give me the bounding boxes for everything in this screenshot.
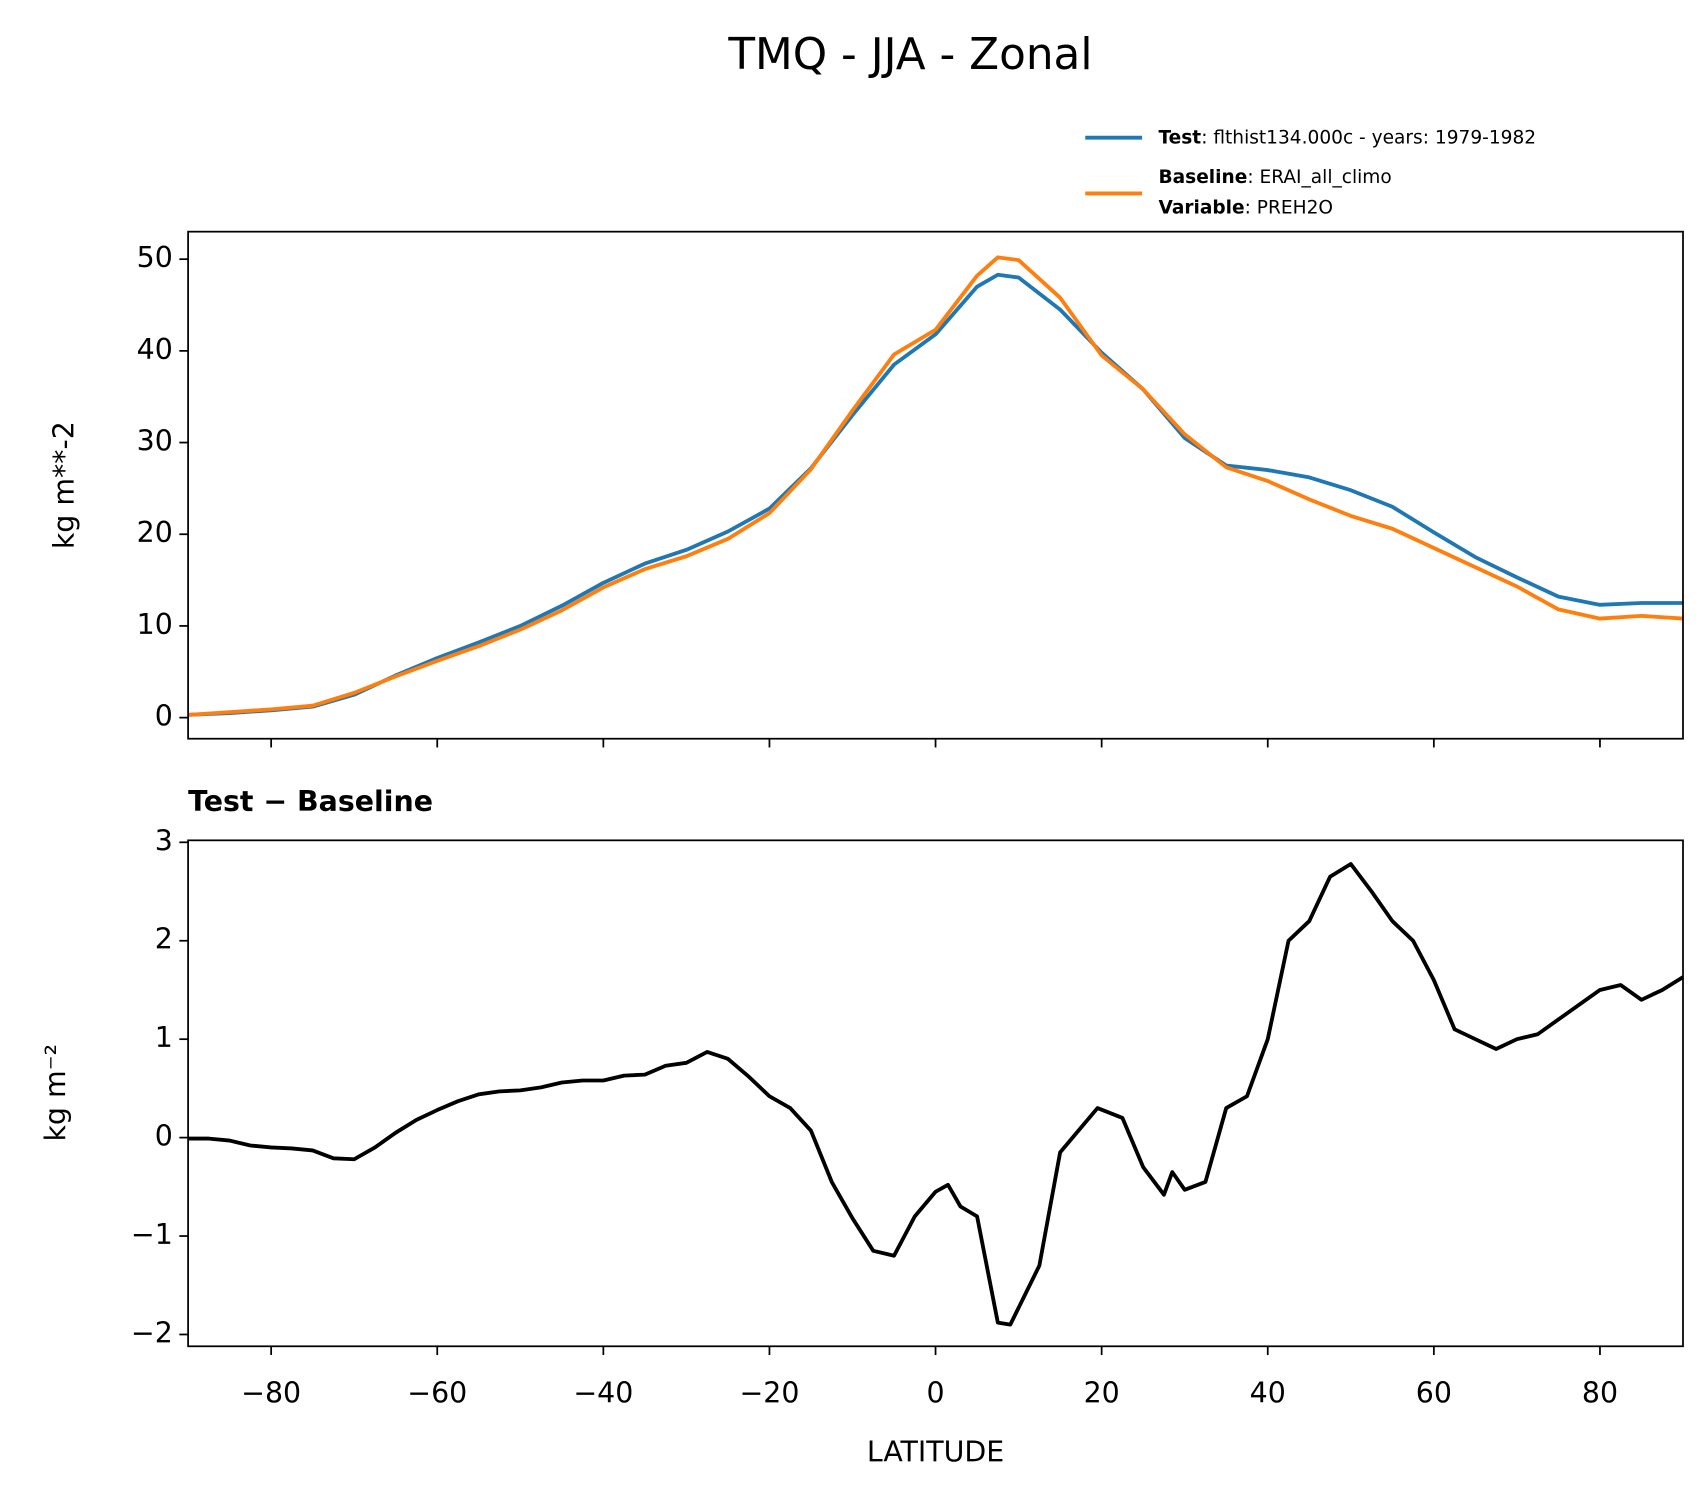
y-tick-label: 40 <box>137 333 173 366</box>
y-tick-label: 20 <box>137 516 173 549</box>
x-axis-label: LATITUDE <box>867 1435 1004 1468</box>
figure-title: TMQ - JJA - Zonal <box>727 29 1092 80</box>
legend-entry: Variable: PREH2O <box>1158 197 1333 218</box>
y-axis-label: kg m⁻² <box>39 1044 72 1142</box>
y-tick-label: 0 <box>155 700 173 733</box>
y-axis-label: kg m**-2 <box>48 421 81 549</box>
subplot-title: Test − Baseline <box>188 785 433 818</box>
difference-line <box>188 862 1685 1327</box>
x-tick-label: 60 <box>1416 1376 1452 1409</box>
series-line <box>187 255 1684 717</box>
x-tick-label: 80 <box>1582 1376 1618 1409</box>
y-tick-label: 30 <box>137 425 173 458</box>
y-tick-label: −2 <box>131 1316 173 1349</box>
y-tick-label: 10 <box>137 608 173 641</box>
x-tick-label: 0 <box>927 1376 945 1409</box>
y-tick-label: 0 <box>155 1120 173 1153</box>
legend-entry: Baseline: ERAI_all_climo <box>1158 167 1391 188</box>
y-tick-label: 50 <box>137 241 173 274</box>
y-tick-label: 3 <box>155 824 173 857</box>
axes-frame <box>187 839 1684 1348</box>
y-tick-label: −1 <box>131 1218 173 1251</box>
x-tick-label: 20 <box>1084 1376 1120 1409</box>
x-tick-label: −40 <box>573 1376 633 1409</box>
axes-frame <box>187 230 1684 740</box>
x-tick-label: −60 <box>407 1376 467 1409</box>
x-tick-label: −20 <box>739 1376 799 1409</box>
x-tick-label: −80 <box>241 1376 301 1409</box>
y-tick-label: 2 <box>155 923 173 956</box>
series-line <box>188 272 1684 717</box>
x-tick-label: 40 <box>1250 1376 1286 1409</box>
legend-entry: Test: flthist134.000c - years: 1979-1982 <box>1158 127 1536 148</box>
y-tick-label: 1 <box>155 1021 173 1054</box>
